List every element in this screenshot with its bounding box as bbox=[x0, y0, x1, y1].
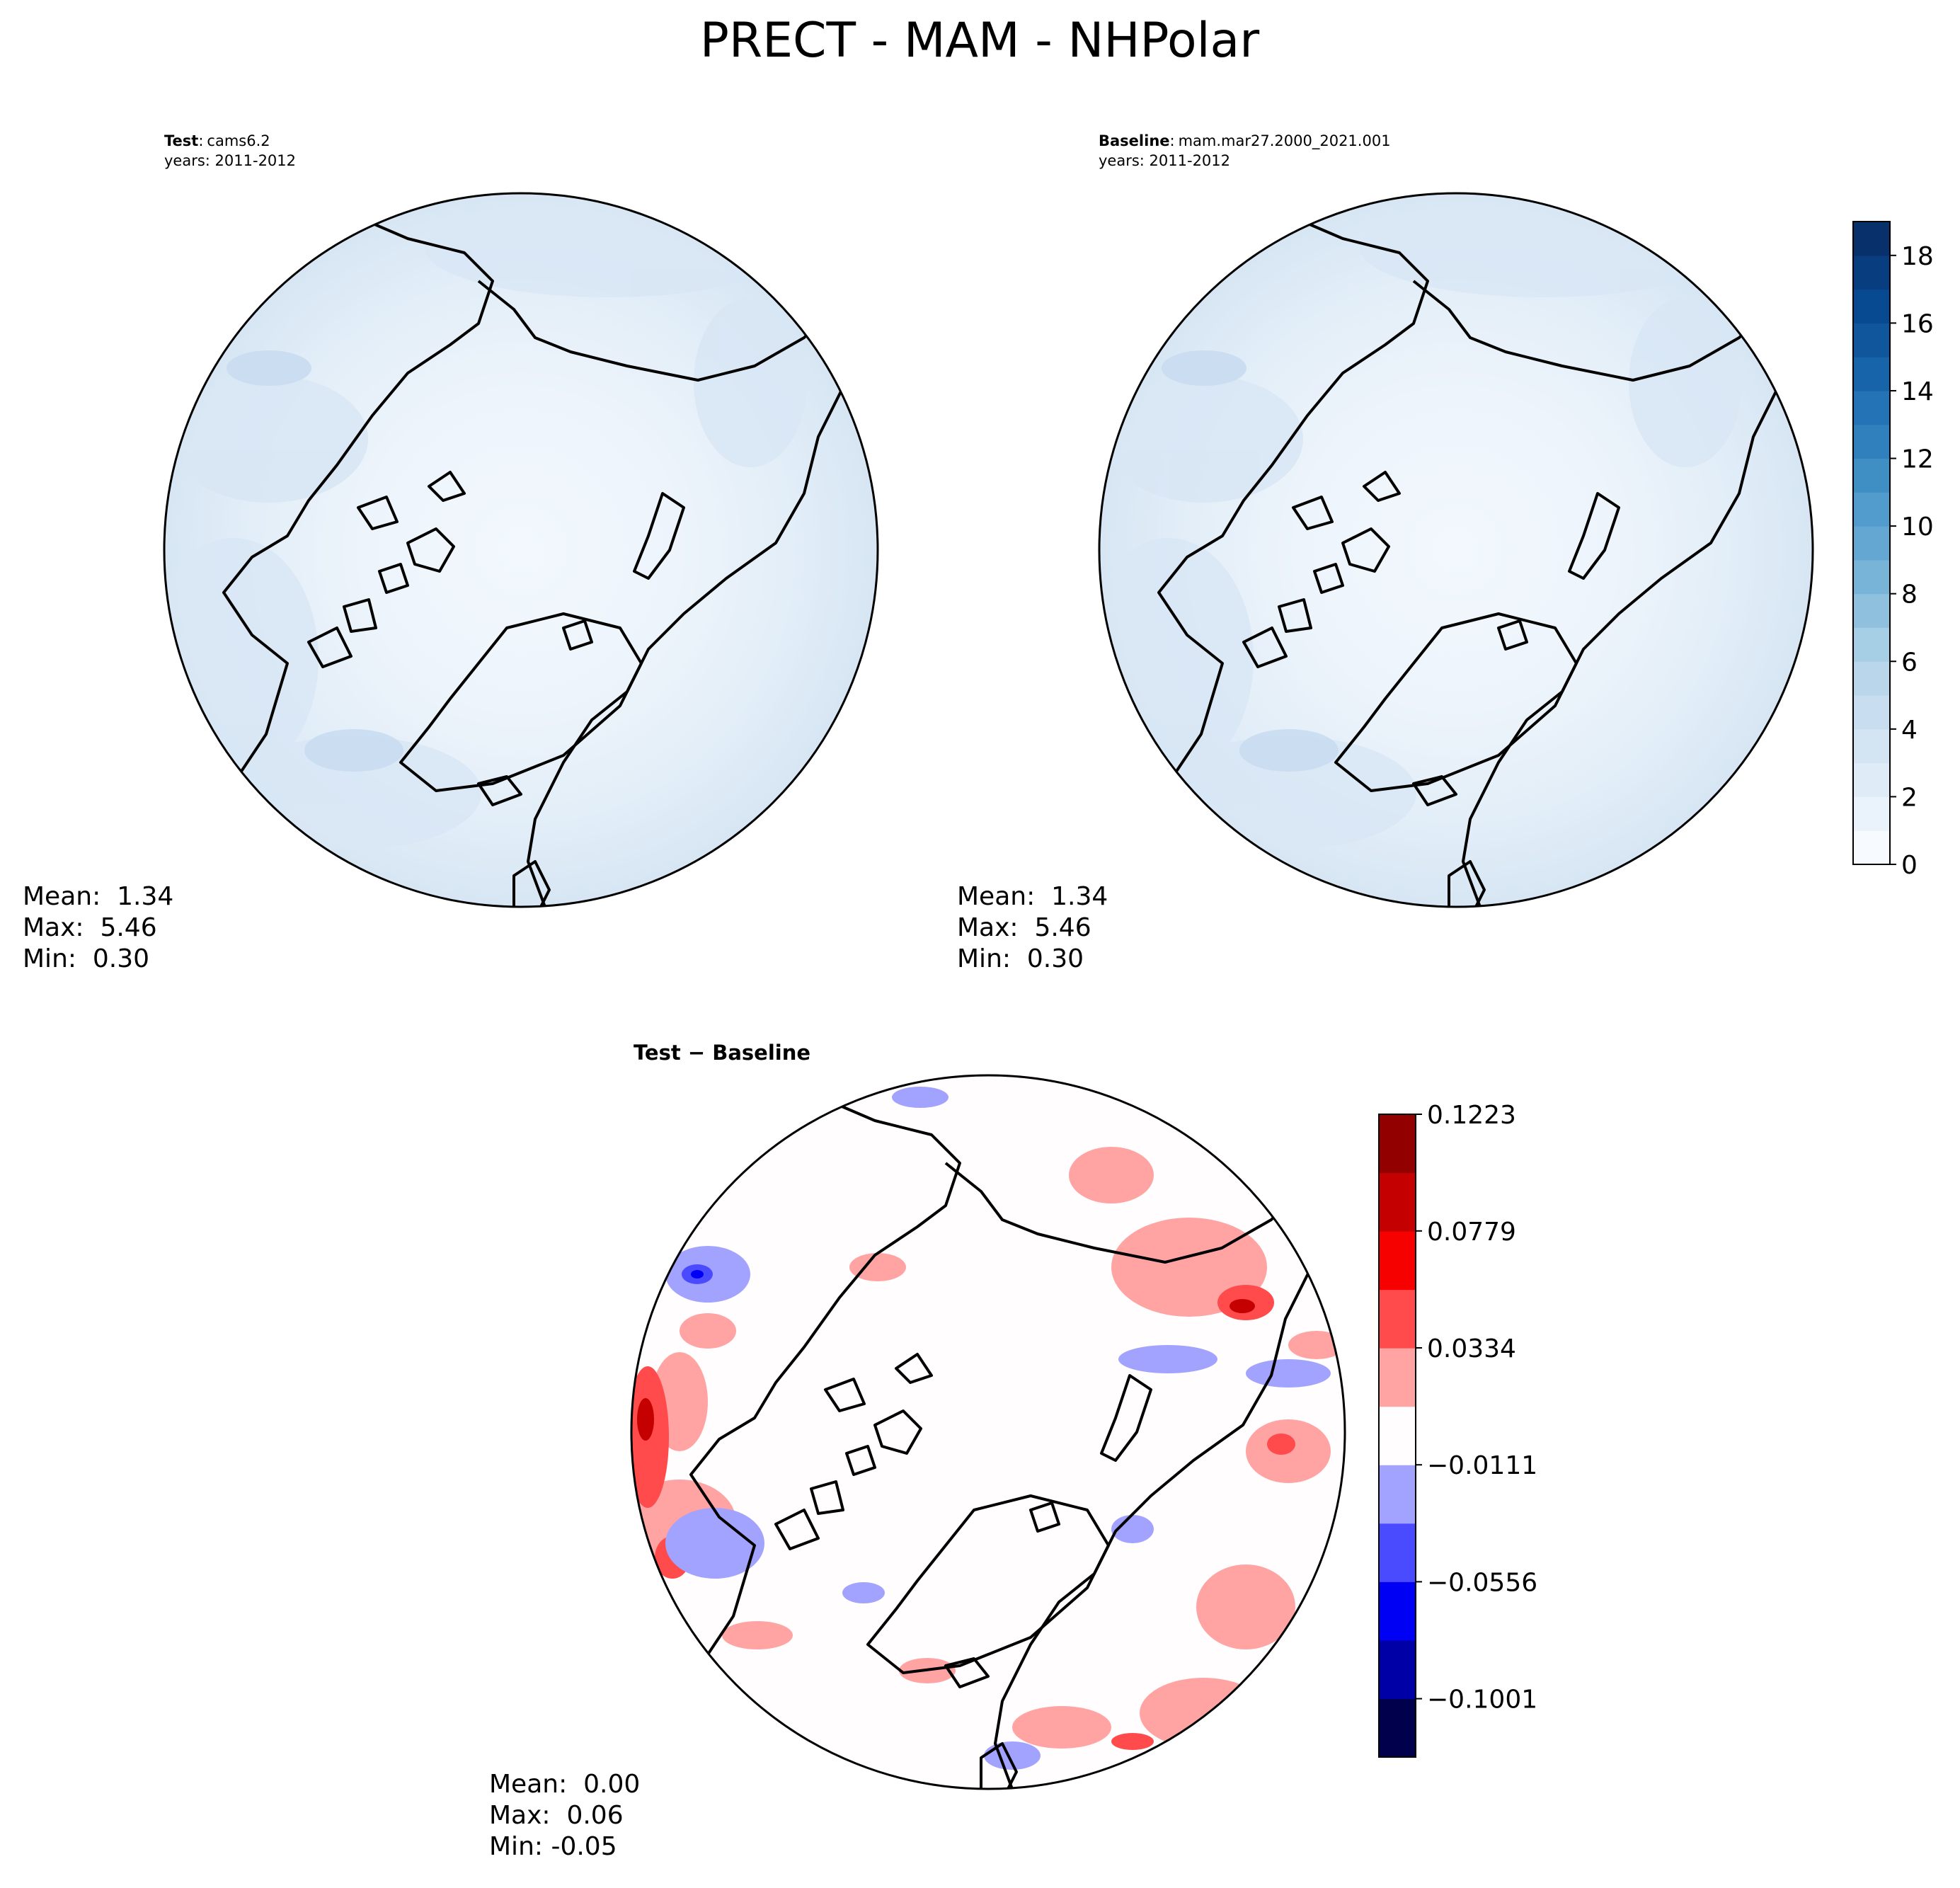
stat-min: Min: -0.05 bbox=[489, 1832, 617, 1861]
colorbar-blues: 0 2 4 6 8 10 12 14 16 18 bbox=[1852, 221, 1934, 880]
colorbar-segment bbox=[1853, 255, 1890, 290]
colorbar-tick-label: 6 bbox=[1901, 648, 1918, 677]
map-diff bbox=[631, 1075, 1345, 1789]
colorbar-segment bbox=[1853, 390, 1890, 425]
colorbar-segment bbox=[1853, 627, 1890, 662]
colorbar-segment bbox=[1379, 1289, 1416, 1349]
panel-test-stats: Mean: 1.34 Max: 5.46 Min: 0.30 bbox=[23, 882, 173, 973]
colorbar-segment bbox=[1379, 1523, 1416, 1582]
colorbar-tick-label: −0.0111 bbox=[1427, 1451, 1537, 1480]
colorbar-segment bbox=[1853, 728, 1890, 764]
panel-diff: Test − Baseline bbox=[489, 1041, 1346, 1861]
colorbar-tick-label: 8 bbox=[1901, 580, 1918, 610]
colorbar-tick-label: 10 bbox=[1901, 513, 1934, 542]
stat-max: Max: 5.46 bbox=[23, 913, 157, 942]
panel-test-years: years: 2011-2012 bbox=[164, 152, 296, 169]
map-baseline-boundary bbox=[1098, 192, 1814, 908]
map-baseline bbox=[1099, 193, 1813, 907]
stat-mean: Mean: 0.00 bbox=[489, 1770, 640, 1799]
colorbar-tick-label: 0.0779 bbox=[1427, 1218, 1516, 1247]
colorbar-segment bbox=[1853, 424, 1890, 459]
colorbar-tick-label: 4 bbox=[1901, 716, 1918, 745]
colorbar-segment bbox=[1853, 830, 1890, 865]
colorbar-frame bbox=[1378, 1114, 1416, 1758]
colorbar-segment bbox=[1853, 526, 1890, 561]
stat-max: Max: 0.06 bbox=[489, 1801, 624, 1830]
colorbar-segment bbox=[1853, 357, 1890, 391]
panel-diff-stats: Mean: 0.00 Max: 0.06 Min: -0.05 bbox=[489, 1770, 640, 1861]
colorbar-tick-label: −0.0556 bbox=[1427, 1568, 1537, 1597]
colorbar-tick-label: 14 bbox=[1901, 377, 1934, 406]
colorbar-segment bbox=[1853, 762, 1890, 797]
colorbar-segment bbox=[1379, 1406, 1416, 1465]
stat-min: Min: 0.30 bbox=[957, 944, 1084, 973]
colorbar-segment bbox=[1853, 222, 1890, 256]
colorbar-tick-label: 12 bbox=[1901, 445, 1934, 474]
stat-mean: Mean: 1.34 bbox=[957, 882, 1108, 911]
colorbar-segment bbox=[1379, 1698, 1416, 1758]
colorbar-tick-label: 0.1223 bbox=[1427, 1101, 1516, 1130]
map-test-boundary bbox=[163, 192, 879, 908]
map-diff-boundary bbox=[630, 1074, 1346, 1790]
stat-max: Max: 5.46 bbox=[957, 913, 1091, 942]
panel-baseline-years: years: 2011-2012 bbox=[1099, 152, 1230, 169]
panel-baseline-label: Baseline: mam.mar27.2000_2021.001 bbox=[1099, 132, 1391, 150]
colorbar-frame bbox=[1852, 221, 1891, 865]
colorbar-tick-label: 0.0334 bbox=[1427, 1334, 1516, 1363]
stat-mean: Mean: 1.34 bbox=[23, 882, 173, 911]
colorbar-segment bbox=[1853, 695, 1890, 730]
colorbar-tick-label: 16 bbox=[1901, 309, 1934, 338]
colorbar-tick-label: 2 bbox=[1901, 783, 1918, 812]
panel-test-label: Test: cams6.2 bbox=[164, 132, 270, 149]
colorbar-segment bbox=[1379, 1465, 1416, 1524]
map-test bbox=[164, 193, 878, 907]
colorbar-segment bbox=[1379, 1348, 1416, 1407]
colorbar-segment bbox=[1853, 661, 1890, 696]
colorbar-segment bbox=[1853, 458, 1890, 493]
colorbar-segment bbox=[1853, 796, 1890, 831]
colorbar-tick-label: −0.1001 bbox=[1427, 1686, 1537, 1715]
stat-min: Min: 0.30 bbox=[23, 944, 149, 973]
colorbar-diverging: 0.1223 0.0779 0.0334 −0.0111 −0.0556 −0.1001 bbox=[1378, 1101, 1537, 1758]
panel-diff-label: Test − Baseline bbox=[634, 1041, 810, 1065]
colorbar-segment bbox=[1853, 289, 1890, 324]
panel-test: Test: cams6.2 years: 2011-2012 Mean: 1.34 bbox=[23, 132, 879, 973]
colorbar-segment bbox=[1853, 323, 1890, 357]
colorbar-segment bbox=[1853, 492, 1890, 527]
colorbar-segment bbox=[1379, 1114, 1416, 1174]
panel-baseline-stats: Mean: 1.34 Max: 5.46 Min: 0.30 bbox=[957, 882, 1108, 973]
colorbar-segment bbox=[1853, 559, 1890, 595]
colorbar-tick-label: 0 bbox=[1901, 851, 1918, 880]
colorbar-segment bbox=[1379, 1172, 1416, 1232]
colorbar-segment bbox=[1379, 1231, 1416, 1291]
figure-title: PRECT - MAM - NHPolar bbox=[700, 13, 1259, 69]
colorbar-segment bbox=[1379, 1640, 1416, 1699]
colorbar-tick-label: 18 bbox=[1901, 242, 1934, 271]
panel-baseline: Baseline: mam.mar27.2000_2021.001 years: … bbox=[957, 132, 1814, 973]
colorbar-segment bbox=[1853, 593, 1890, 628]
colorbar-segment bbox=[1379, 1581, 1416, 1641]
